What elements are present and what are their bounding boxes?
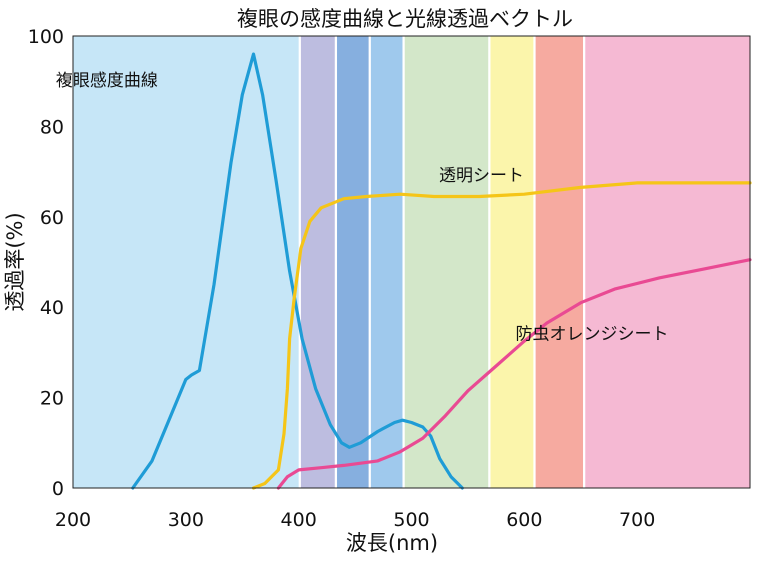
x-tick-label: 500	[393, 509, 429, 531]
spectrum-band-3	[337, 36, 369, 488]
compound-eye-sensitivity-line	[131, 52, 464, 490]
spectrum-band-8	[585, 36, 750, 488]
y-axis-label: 透過率(%)	[3, 212, 27, 311]
y-tick-label: 80	[40, 116, 64, 138]
x-tick-label: 600	[506, 509, 542, 531]
plot-frame	[72, 35, 751, 489]
y-tick-label: 100	[28, 26, 64, 48]
orange-insect-sheet-line	[276, 258, 752, 490]
x-tick-label: 700	[619, 509, 655, 531]
spectrum-band-5	[404, 36, 489, 488]
spectrum-band-6	[490, 36, 534, 488]
x-ticks: 200 300 400 500 600 700	[55, 509, 655, 531]
spectrum-band-4	[370, 36, 403, 488]
x-axis-label: 波長(nm)	[346, 531, 438, 555]
spectrum-band-1	[73, 36, 299, 488]
x-tick-label: 300	[168, 509, 204, 531]
y-ticks: 0 20 40 60 80 100	[28, 26, 64, 500]
series-lines	[131, 52, 752, 490]
x-tick-label: 400	[281, 509, 317, 531]
y-tick-label: 0	[52, 478, 64, 500]
x-tick-label: 200	[55, 509, 91, 531]
clear-sheet-line	[251, 181, 752, 490]
spectrum-band-7	[535, 36, 584, 488]
spectrum-band-2	[300, 36, 335, 488]
annotation-label-2: 透明シート	[439, 166, 524, 186]
y-tick-label: 40	[40, 297, 64, 319]
spectrum-bands	[73, 36, 750, 488]
annotation-label-3: 防虫オレンジシート	[516, 324, 669, 344]
y-tick-label: 60	[40, 207, 64, 229]
chart-title: 複眼の感度曲線と光線透過ベクトル	[237, 7, 573, 31]
y-tick-label: 20	[40, 388, 64, 410]
annotation-label-1: 複眼感度曲線	[56, 71, 158, 91]
